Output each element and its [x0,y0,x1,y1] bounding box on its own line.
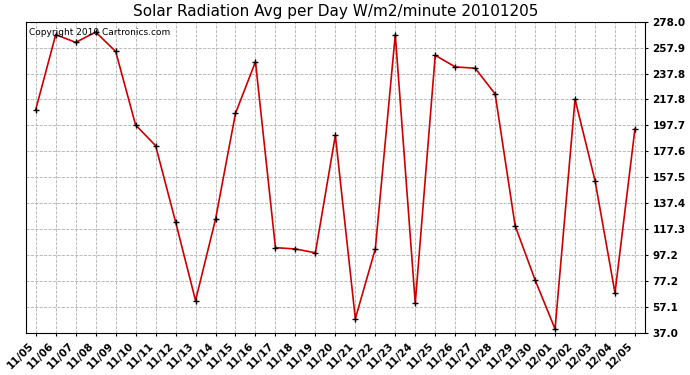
Text: Copyright 2010 Cartronics.com: Copyright 2010 Cartronics.com [29,28,170,37]
Title: Solar Radiation Avg per Day W/m2/minute 20101205: Solar Radiation Avg per Day W/m2/minute … [132,4,538,19]
